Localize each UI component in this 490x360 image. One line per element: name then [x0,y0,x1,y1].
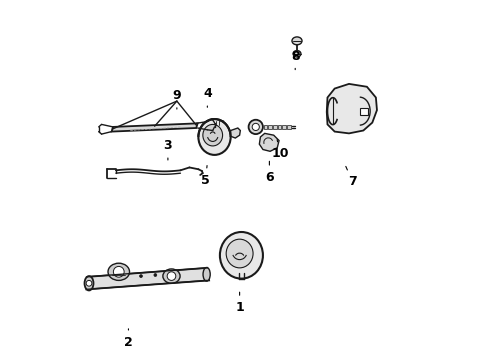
Ellipse shape [220,232,263,279]
Text: 6: 6 [265,161,274,184]
Text: 3: 3 [164,139,172,160]
Circle shape [140,275,143,278]
Circle shape [167,272,176,280]
Text: 2: 2 [124,329,133,348]
Text: 4: 4 [203,87,212,107]
Polygon shape [282,125,286,129]
Bar [360,108,368,115]
Circle shape [113,266,124,277]
Polygon shape [273,125,276,129]
Text: 10: 10 [271,140,289,160]
Ellipse shape [203,267,210,281]
Polygon shape [259,134,279,151]
Polygon shape [231,128,240,138]
Circle shape [154,274,157,276]
Circle shape [86,280,92,286]
Polygon shape [278,125,281,129]
Ellipse shape [226,239,253,268]
Polygon shape [287,125,291,129]
Ellipse shape [84,276,94,291]
Ellipse shape [292,37,302,45]
Polygon shape [264,125,267,129]
Polygon shape [212,120,223,126]
Polygon shape [87,268,209,289]
Polygon shape [269,125,272,129]
Ellipse shape [203,125,222,146]
Polygon shape [112,123,197,132]
Text: 5: 5 [201,166,210,186]
Text: 8: 8 [291,50,299,69]
Text: 9: 9 [172,89,181,109]
Ellipse shape [198,119,231,155]
Ellipse shape [108,263,129,280]
Text: 1: 1 [235,292,244,314]
Circle shape [248,120,263,134]
Text: 7: 7 [346,166,357,188]
Circle shape [252,123,259,131]
Ellipse shape [293,50,301,57]
Ellipse shape [163,269,180,283]
Polygon shape [327,84,377,134]
